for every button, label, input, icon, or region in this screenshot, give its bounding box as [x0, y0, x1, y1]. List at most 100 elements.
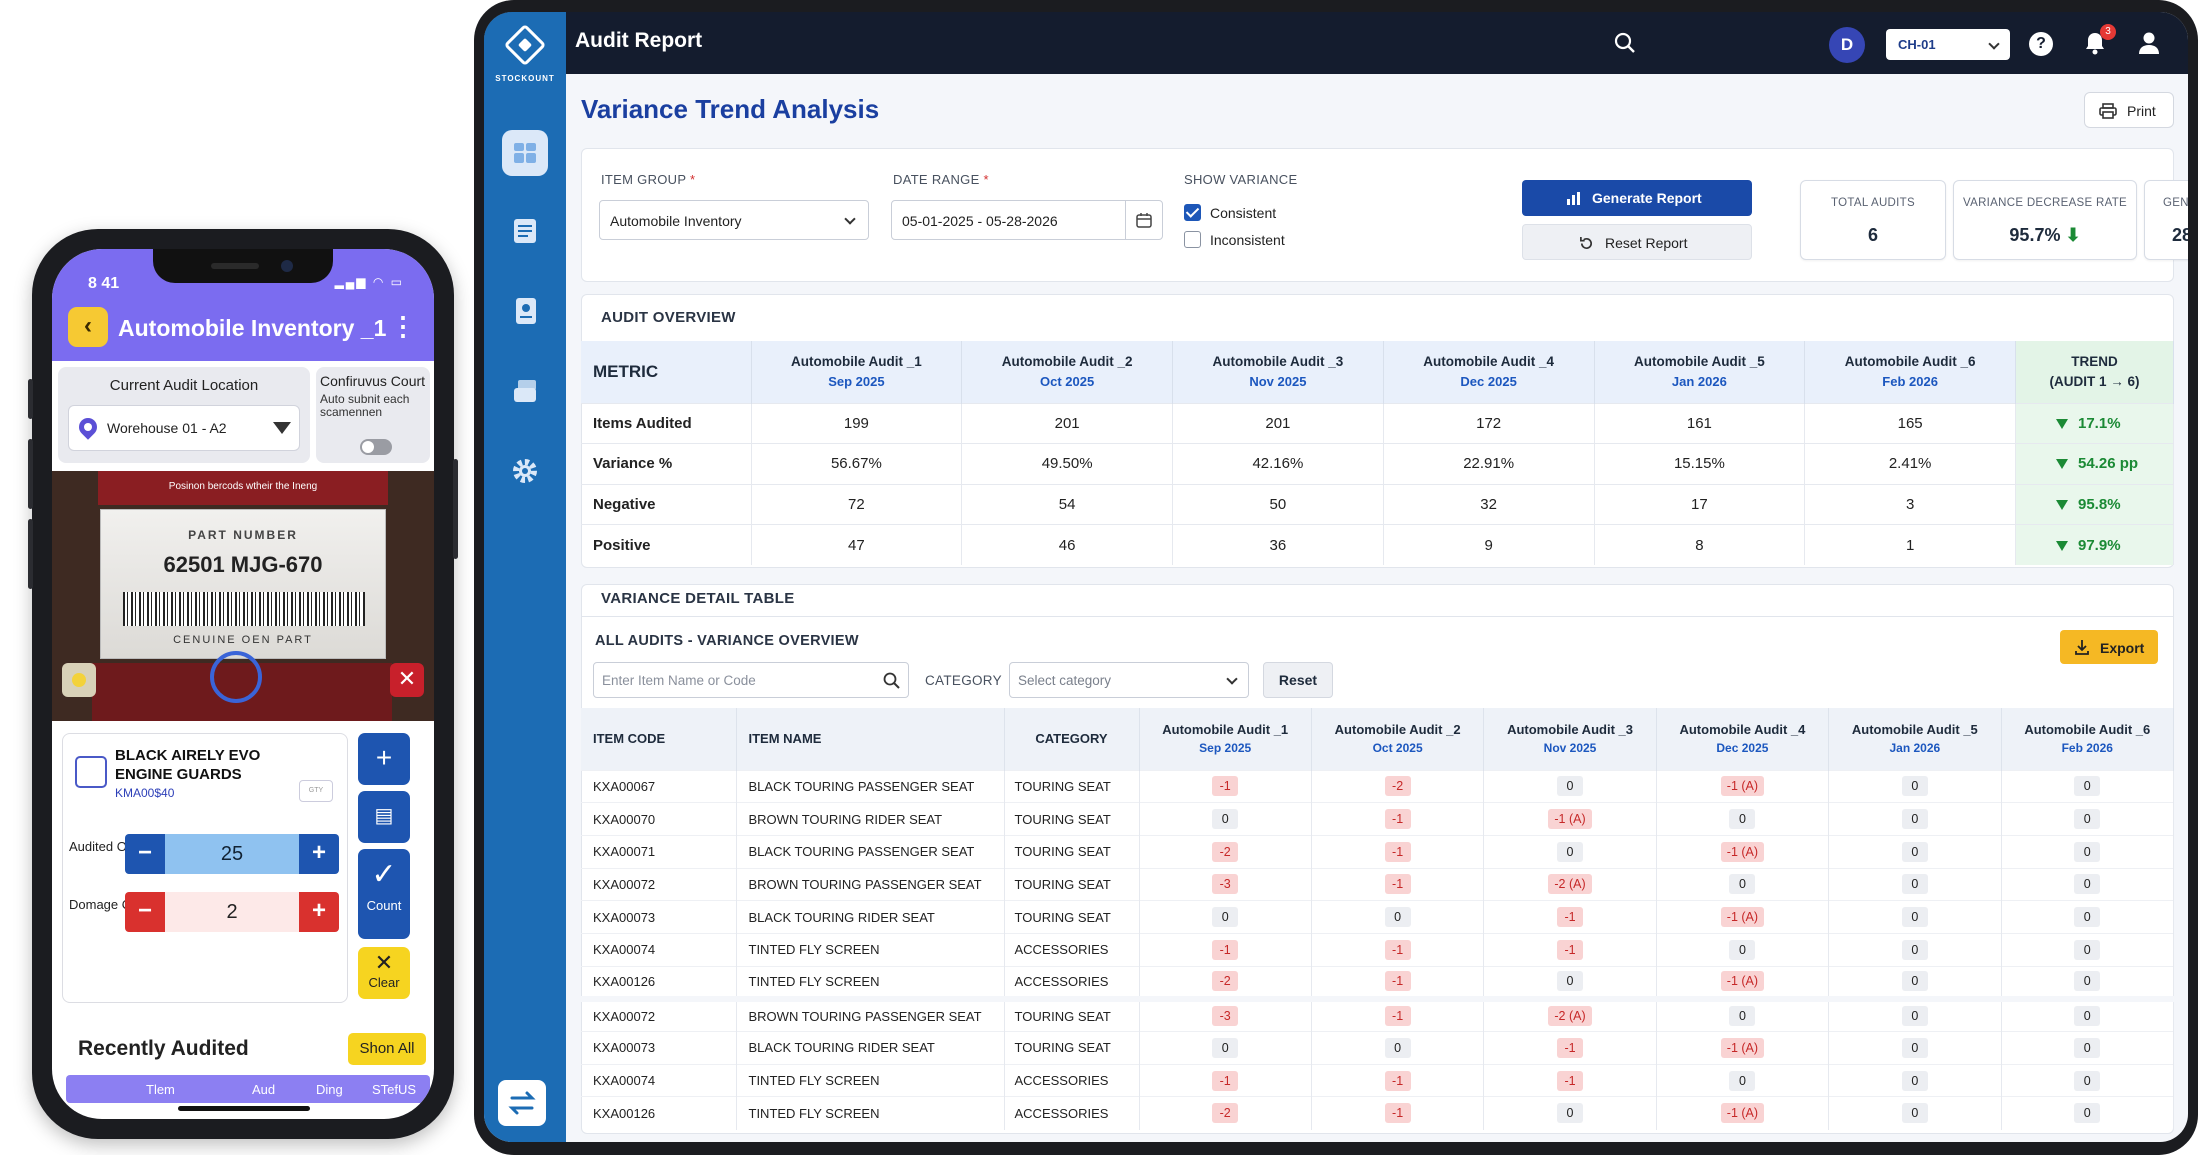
show-all-button[interactable]: Shon All: [348, 1033, 426, 1065]
variance-cell: 0: [1828, 1063, 2002, 1097]
consistent-checkbox[interactable]: [1184, 204, 1201, 221]
nav-reports[interactable]: [502, 288, 548, 334]
variance-chip: 0: [1557, 1103, 1584, 1124]
variance-chip: -1: [1384, 874, 1411, 895]
table-row[interactable]: KXA00073 BLACK TOURING RIDER SEAT TOURING …: [581, 900, 2175, 934]
home-indicator: [178, 1106, 310, 1111]
damage-minus-button[interactable]: −: [125, 892, 165, 932]
metric-value: 8: [1594, 524, 1806, 565]
more-menu-icon[interactable]: ⋮: [390, 311, 416, 341]
audit-column-header: Automobile Audit _5 Jan 2026: [1828, 708, 2002, 770]
audit-name: Automobile Audit _6: [1844, 353, 1976, 369]
category-select[interactable]: Select category: [1009, 662, 1249, 698]
table-row[interactable]: KXA00071 BLACK TOURING PASSENGER SEAT TOUR…: [581, 834, 2175, 869]
variance-detail-title: VARIANCE DETAIL TABLE: [601, 590, 795, 607]
audited-qty-value[interactable]: 25: [165, 834, 299, 874]
variance-chip: -1 (A): [1720, 841, 1765, 862]
item-card: BLACK AIRELY EVO ENGINE GUARDS KMA00$40 …: [62, 733, 348, 1003]
calendar-icon[interactable]: [1136, 212, 1152, 228]
table-row[interactable]: KXA00074 TINTED FLY SCREEN ACCESSORIES -1 -1…: [581, 932, 2175, 967]
table-row[interactable]: KXA00074 TINTED FLY SCREEN ACCESSORIES -1 -1…: [581, 1063, 2175, 1097]
switch-view-button[interactable]: [498, 1080, 546, 1126]
inconsistent-checkbox[interactable]: [1184, 231, 1201, 248]
variance-cell: 0: [1828, 995, 2002, 1032]
export-button[interactable]: Export: [2060, 630, 2158, 664]
variance-cell: -1 (A): [1656, 834, 1830, 869]
audited-plus-button[interactable]: +: [299, 834, 339, 874]
avatar[interactable]: D: [1829, 27, 1865, 63]
flash-icon[interactable]: [62, 663, 96, 697]
search-icon[interactable]: [1614, 32, 1636, 54]
damage-qty-value[interactable]: 2: [165, 892, 299, 932]
item-name: TINTED FLY SCREEN: [736, 1063, 1005, 1097]
continuous-title: Confiruvus Court: [320, 373, 426, 389]
reset-report-label: Reset Report: [1605, 235, 1688, 251]
table-row[interactable]: KXA00073 BLACK TOURING RIDER SEAT TOURING …: [581, 1031, 2175, 1065]
table-row[interactable]: KXA00126 TINTED FLY SCREEN ACCESSORIES -2 -1…: [581, 1096, 2175, 1130]
metric-value: 9: [1383, 524, 1595, 565]
metric-value: 15.15%: [1594, 443, 1806, 484]
table-row[interactable]: KXA00072 BROWN TOURING PASSENGER SEAT TOUR…: [581, 867, 2175, 901]
audit-date: Jan 2026: [1889, 740, 1941, 755]
item-search-input[interactable]: Enter Item Name or Code: [593, 662, 909, 698]
phone-power-button: [453, 459, 458, 559]
overview-row: Positive 47 46 36 9 8 1 97.9%: [581, 524, 2174, 565]
date-range-input[interactable]: 05-01-2025 - 05-28-2026: [891, 200, 1163, 240]
variance-cell: 0: [1656, 932, 1830, 967]
user-icon[interactable]: [2136, 30, 2162, 56]
divider: [581, 616, 2174, 617]
variance-detail-table: ITEM CODE ITEM NAME CATEGORY Automobile …: [581, 708, 2175, 1130]
search-icon[interactable]: [883, 672, 900, 689]
store-value: CH-01: [1898, 37, 1936, 52]
scan-list-button[interactable]: ▤: [358, 791, 410, 843]
audit-column-header: Automobile Audit _6 Feb 2026: [2001, 708, 2175, 770]
item-name: BLACK AIRELY EVO ENGINE GUARDS: [115, 747, 261, 783]
variance-chip: -1: [1557, 907, 1584, 928]
add-item-button[interactable]: +: [358, 733, 410, 785]
download-icon: [2075, 640, 2089, 655]
nav-settings[interactable]: [502, 448, 548, 494]
variance-chip: 0: [1901, 1103, 1928, 1124]
reset-report-button[interactable]: Reset Report: [1522, 224, 1752, 260]
store-select[interactable]: CH-01: [1886, 29, 2010, 60]
nav-inventory[interactable]: [502, 368, 548, 414]
table-row[interactable]: KXA00126 TINTED FLY SCREEN ACCESSORIES -2 -1…: [581, 965, 2175, 999]
trend-title: TREND: [2071, 353, 2118, 369]
clear-button[interactable]: ✕ Clear: [358, 947, 410, 999]
location-select[interactable]: Worehouse 01 - A2: [68, 405, 300, 451]
scan-aperture-icon[interactable]: [210, 651, 262, 703]
variance-cell: -1 (A): [1656, 965, 1830, 999]
variance-cell: 0: [1139, 802, 1312, 836]
generated-date-label: GENERATED DATE: [2163, 197, 2188, 209]
variance-cell: -1: [1311, 1063, 1485, 1097]
close-camera-icon[interactable]: ✕: [390, 663, 424, 697]
nav-dashboard[interactable]: [502, 130, 548, 176]
dashboard-icon: [514, 143, 536, 163]
variance-cell: 0: [2001, 1031, 2175, 1065]
generate-report-button[interactable]: Generate Report: [1522, 180, 1752, 216]
item-code-header: ITEM CODE: [581, 708, 737, 770]
help-icon[interactable]: ?: [2029, 32, 2053, 56]
continuous-toggle[interactable]: [360, 439, 392, 455]
variance-chip: 0: [1901, 809, 1928, 830]
item-name: TINTED FLY SCREEN: [736, 932, 1005, 967]
damage-plus-button[interactable]: +: [299, 892, 339, 932]
audit-name: Automobile Audit _5: [1634, 353, 1765, 369]
back-button[interactable]: ‹: [68, 307, 108, 347]
phone-title: Automobile Inventory _1: [118, 315, 387, 341]
table-row[interactable]: KXA00070 BROWN TOURING RIDER SEAT TOURING …: [581, 802, 2175, 836]
phone-volume-up: [28, 439, 33, 509]
count-button[interactable]: ✓ Count: [358, 849, 410, 939]
variance-cell: 0: [1656, 1063, 1830, 1097]
table-row[interactable]: KXA00072 BROWN TOURING PASSENGER SEAT TOUR…: [581, 995, 2175, 1032]
table-row[interactable]: KXA00067 BLACK TOURING PASSENGER SEAT TOUR…: [581, 769, 2175, 803]
item-group-select[interactable]: Automobile Inventory: [599, 200, 869, 240]
label-genuine: CENUINE OEN PART: [173, 634, 313, 646]
bell-icon[interactable]: [2082, 30, 2108, 56]
variance-cell: -1: [1311, 995, 1485, 1032]
clear-x-icon: ✕: [374, 950, 394, 975]
nav-audit-list[interactable]: [502, 208, 548, 254]
audited-minus-button[interactable]: −: [125, 834, 165, 874]
reset-filter-button[interactable]: Reset: [1263, 662, 1333, 698]
print-button[interactable]: Print: [2084, 92, 2174, 128]
